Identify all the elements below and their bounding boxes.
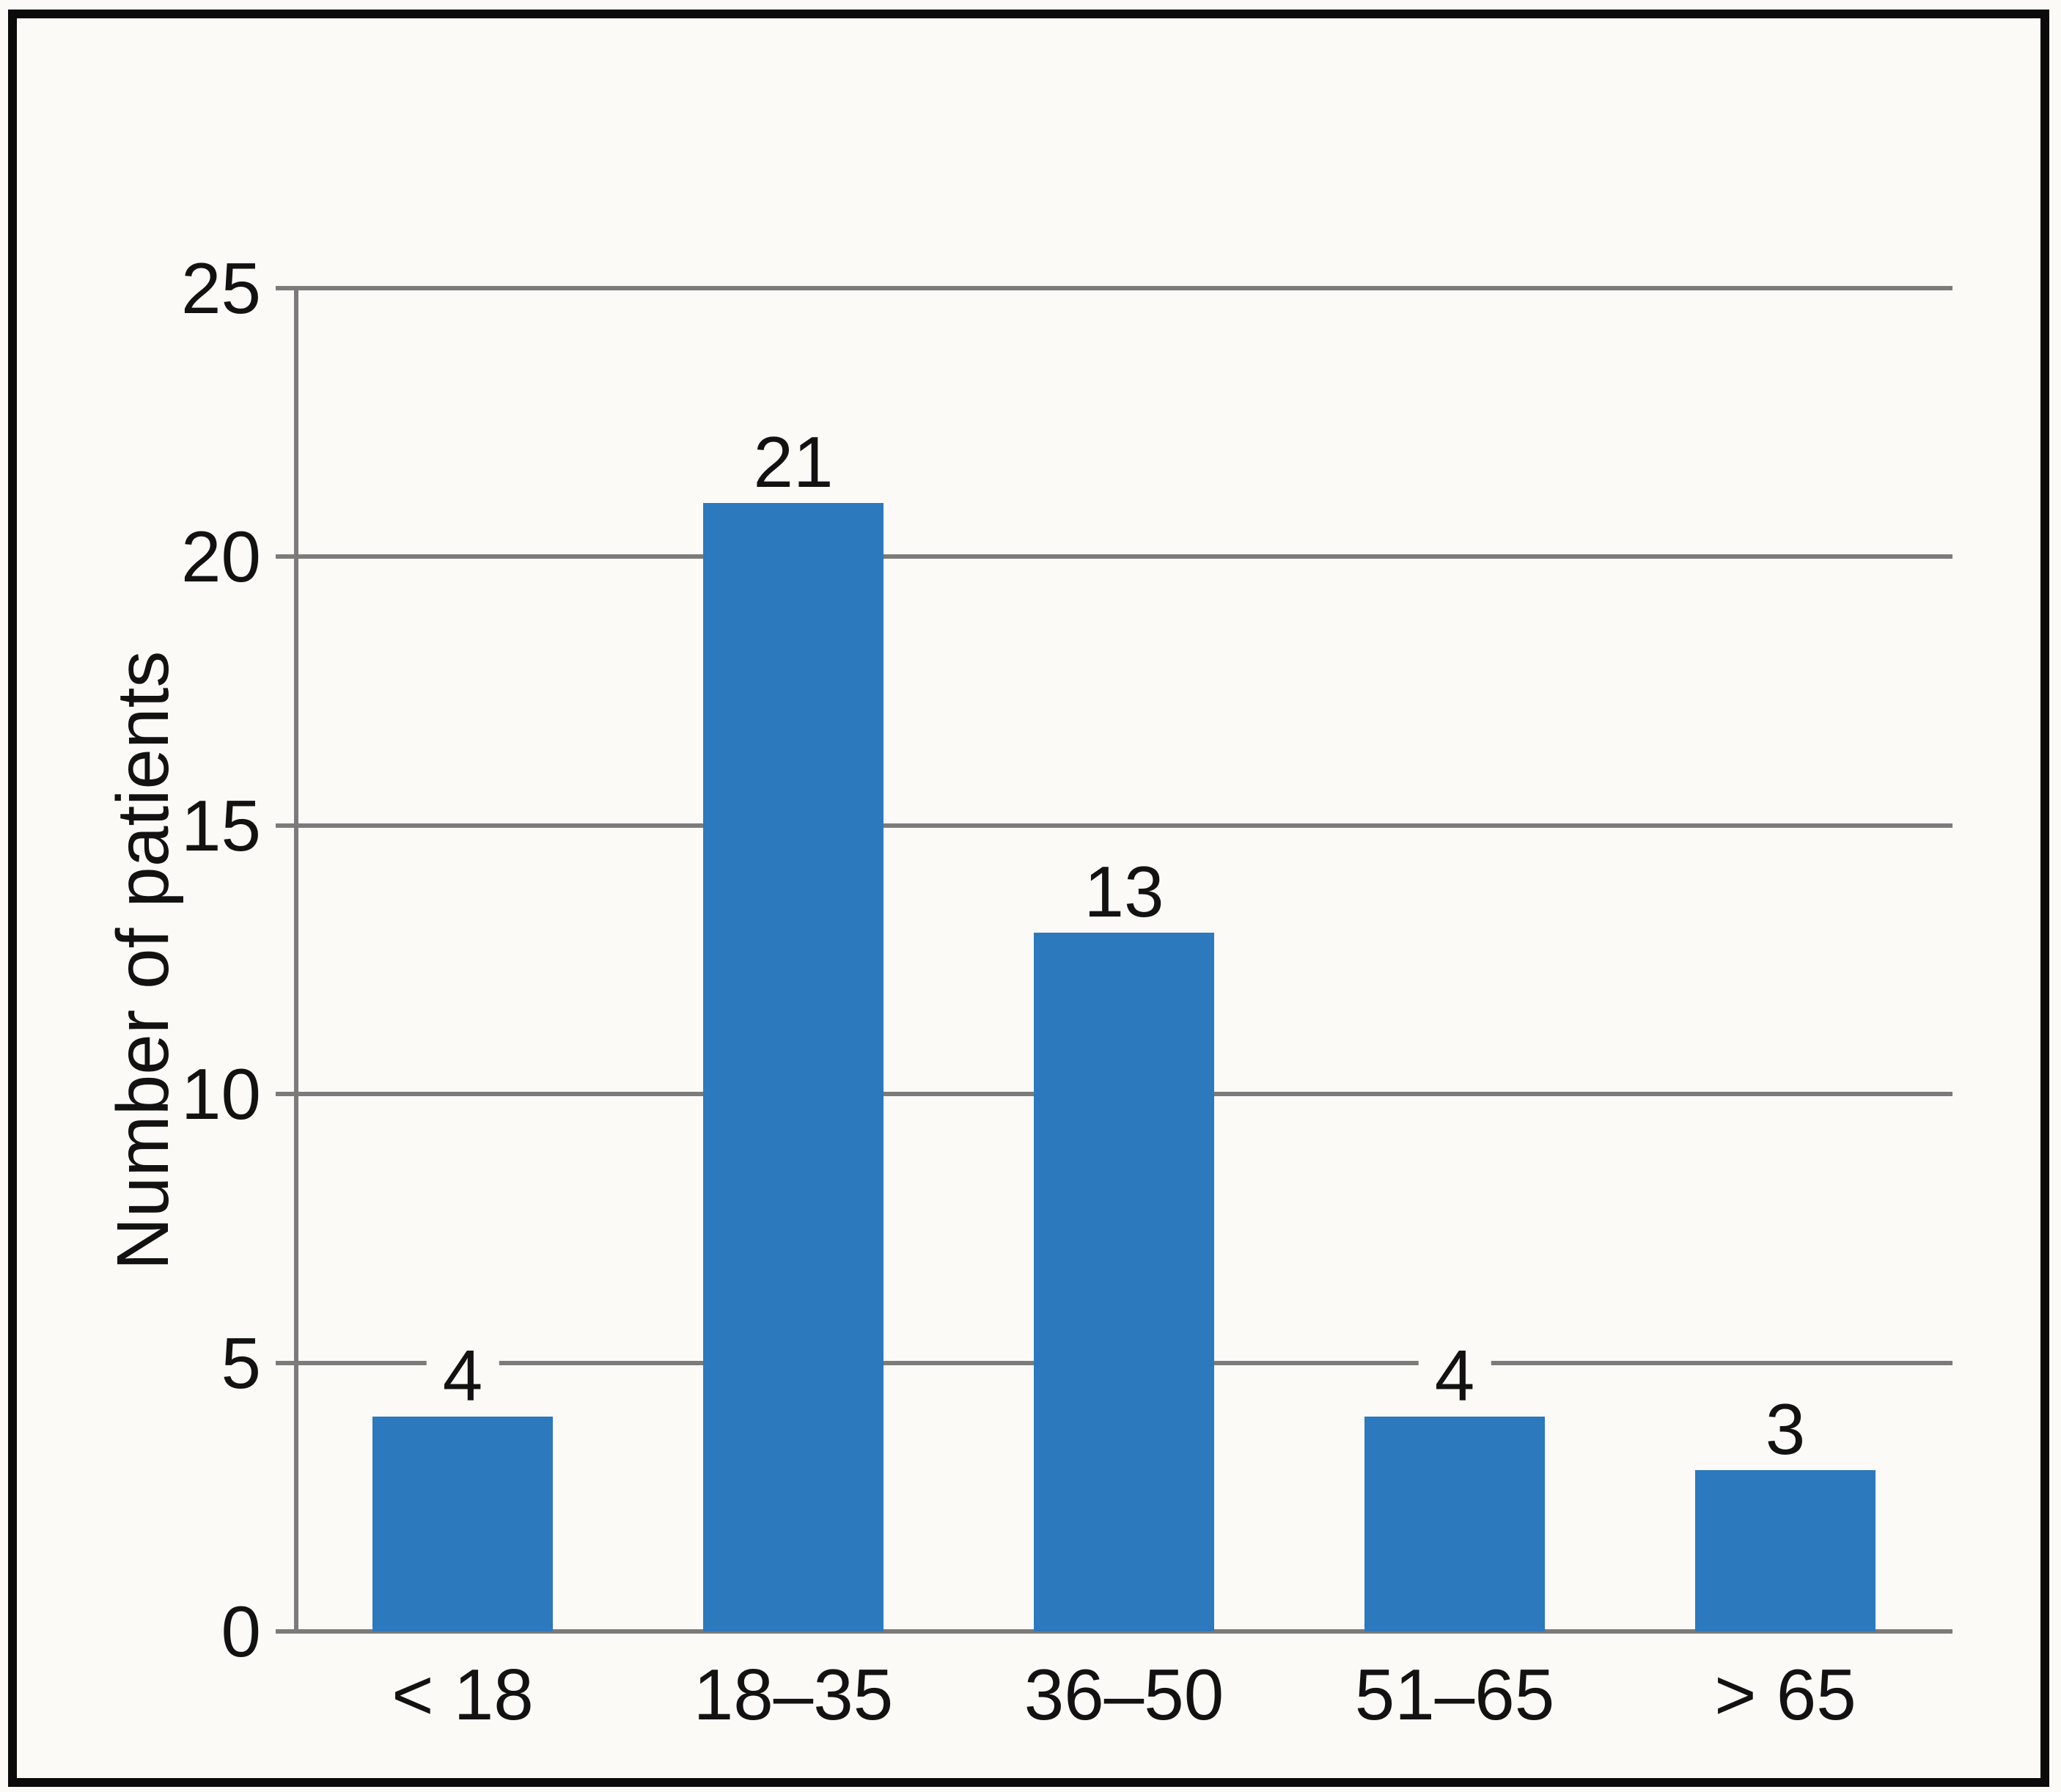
x-category-label: 36–50: [1024, 1654, 1224, 1735]
y-tick-label: 0: [221, 1591, 261, 1672]
gridline-y-0: [276, 1629, 1952, 1634]
bar-< 18: [372, 1416, 553, 1631]
y-tick-label: 5: [221, 1322, 261, 1403]
x-category-label: > 65: [1714, 1654, 1856, 1735]
x-category-label: 18–35: [693, 1654, 894, 1735]
y-tick-label: 20: [180, 516, 261, 598]
y-tick-label: 10: [180, 1054, 261, 1135]
bar-51–65: [1364, 1416, 1545, 1631]
y-tick-label: 15: [180, 785, 261, 866]
y-axis-line: [294, 288, 298, 1634]
gridline-y-20: [276, 554, 1952, 559]
y-axis-title: Number of patients: [102, 650, 184, 1271]
bar-18–35: [703, 503, 883, 1631]
bar-value-label: 4: [1418, 1339, 1491, 1411]
x-category-label: 51–65: [1354, 1654, 1555, 1735]
gridline-y-15: [276, 823, 1952, 828]
bar-value-label: 13: [1068, 856, 1180, 928]
y-tick-label: 25: [180, 248, 261, 328]
gridline-y-25: [276, 286, 1952, 290]
bar-36–50: [1034, 933, 1214, 1631]
bar-value-label: 4: [426, 1339, 499, 1411]
bar-> 65: [1695, 1470, 1876, 1631]
bar-value-label: 3: [1749, 1393, 1822, 1466]
x-category-label: < 18: [392, 1654, 534, 1735]
bar-value-label: 21: [737, 426, 850, 499]
